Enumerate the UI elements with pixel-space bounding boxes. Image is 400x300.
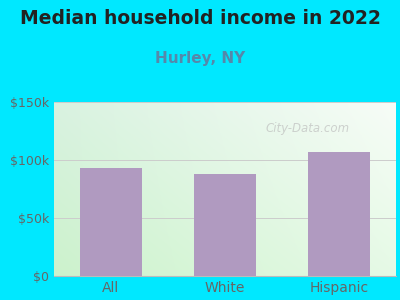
Bar [308, 152, 370, 276]
Text: Median household income in 2022: Median household income in 2022 [20, 9, 380, 28]
Text: Hurley, NY: Hurley, NY [155, 51, 245, 66]
Text: City-Data.com: City-Data.com [265, 122, 349, 135]
Bar [80, 168, 142, 276]
Bar [194, 174, 256, 276]
